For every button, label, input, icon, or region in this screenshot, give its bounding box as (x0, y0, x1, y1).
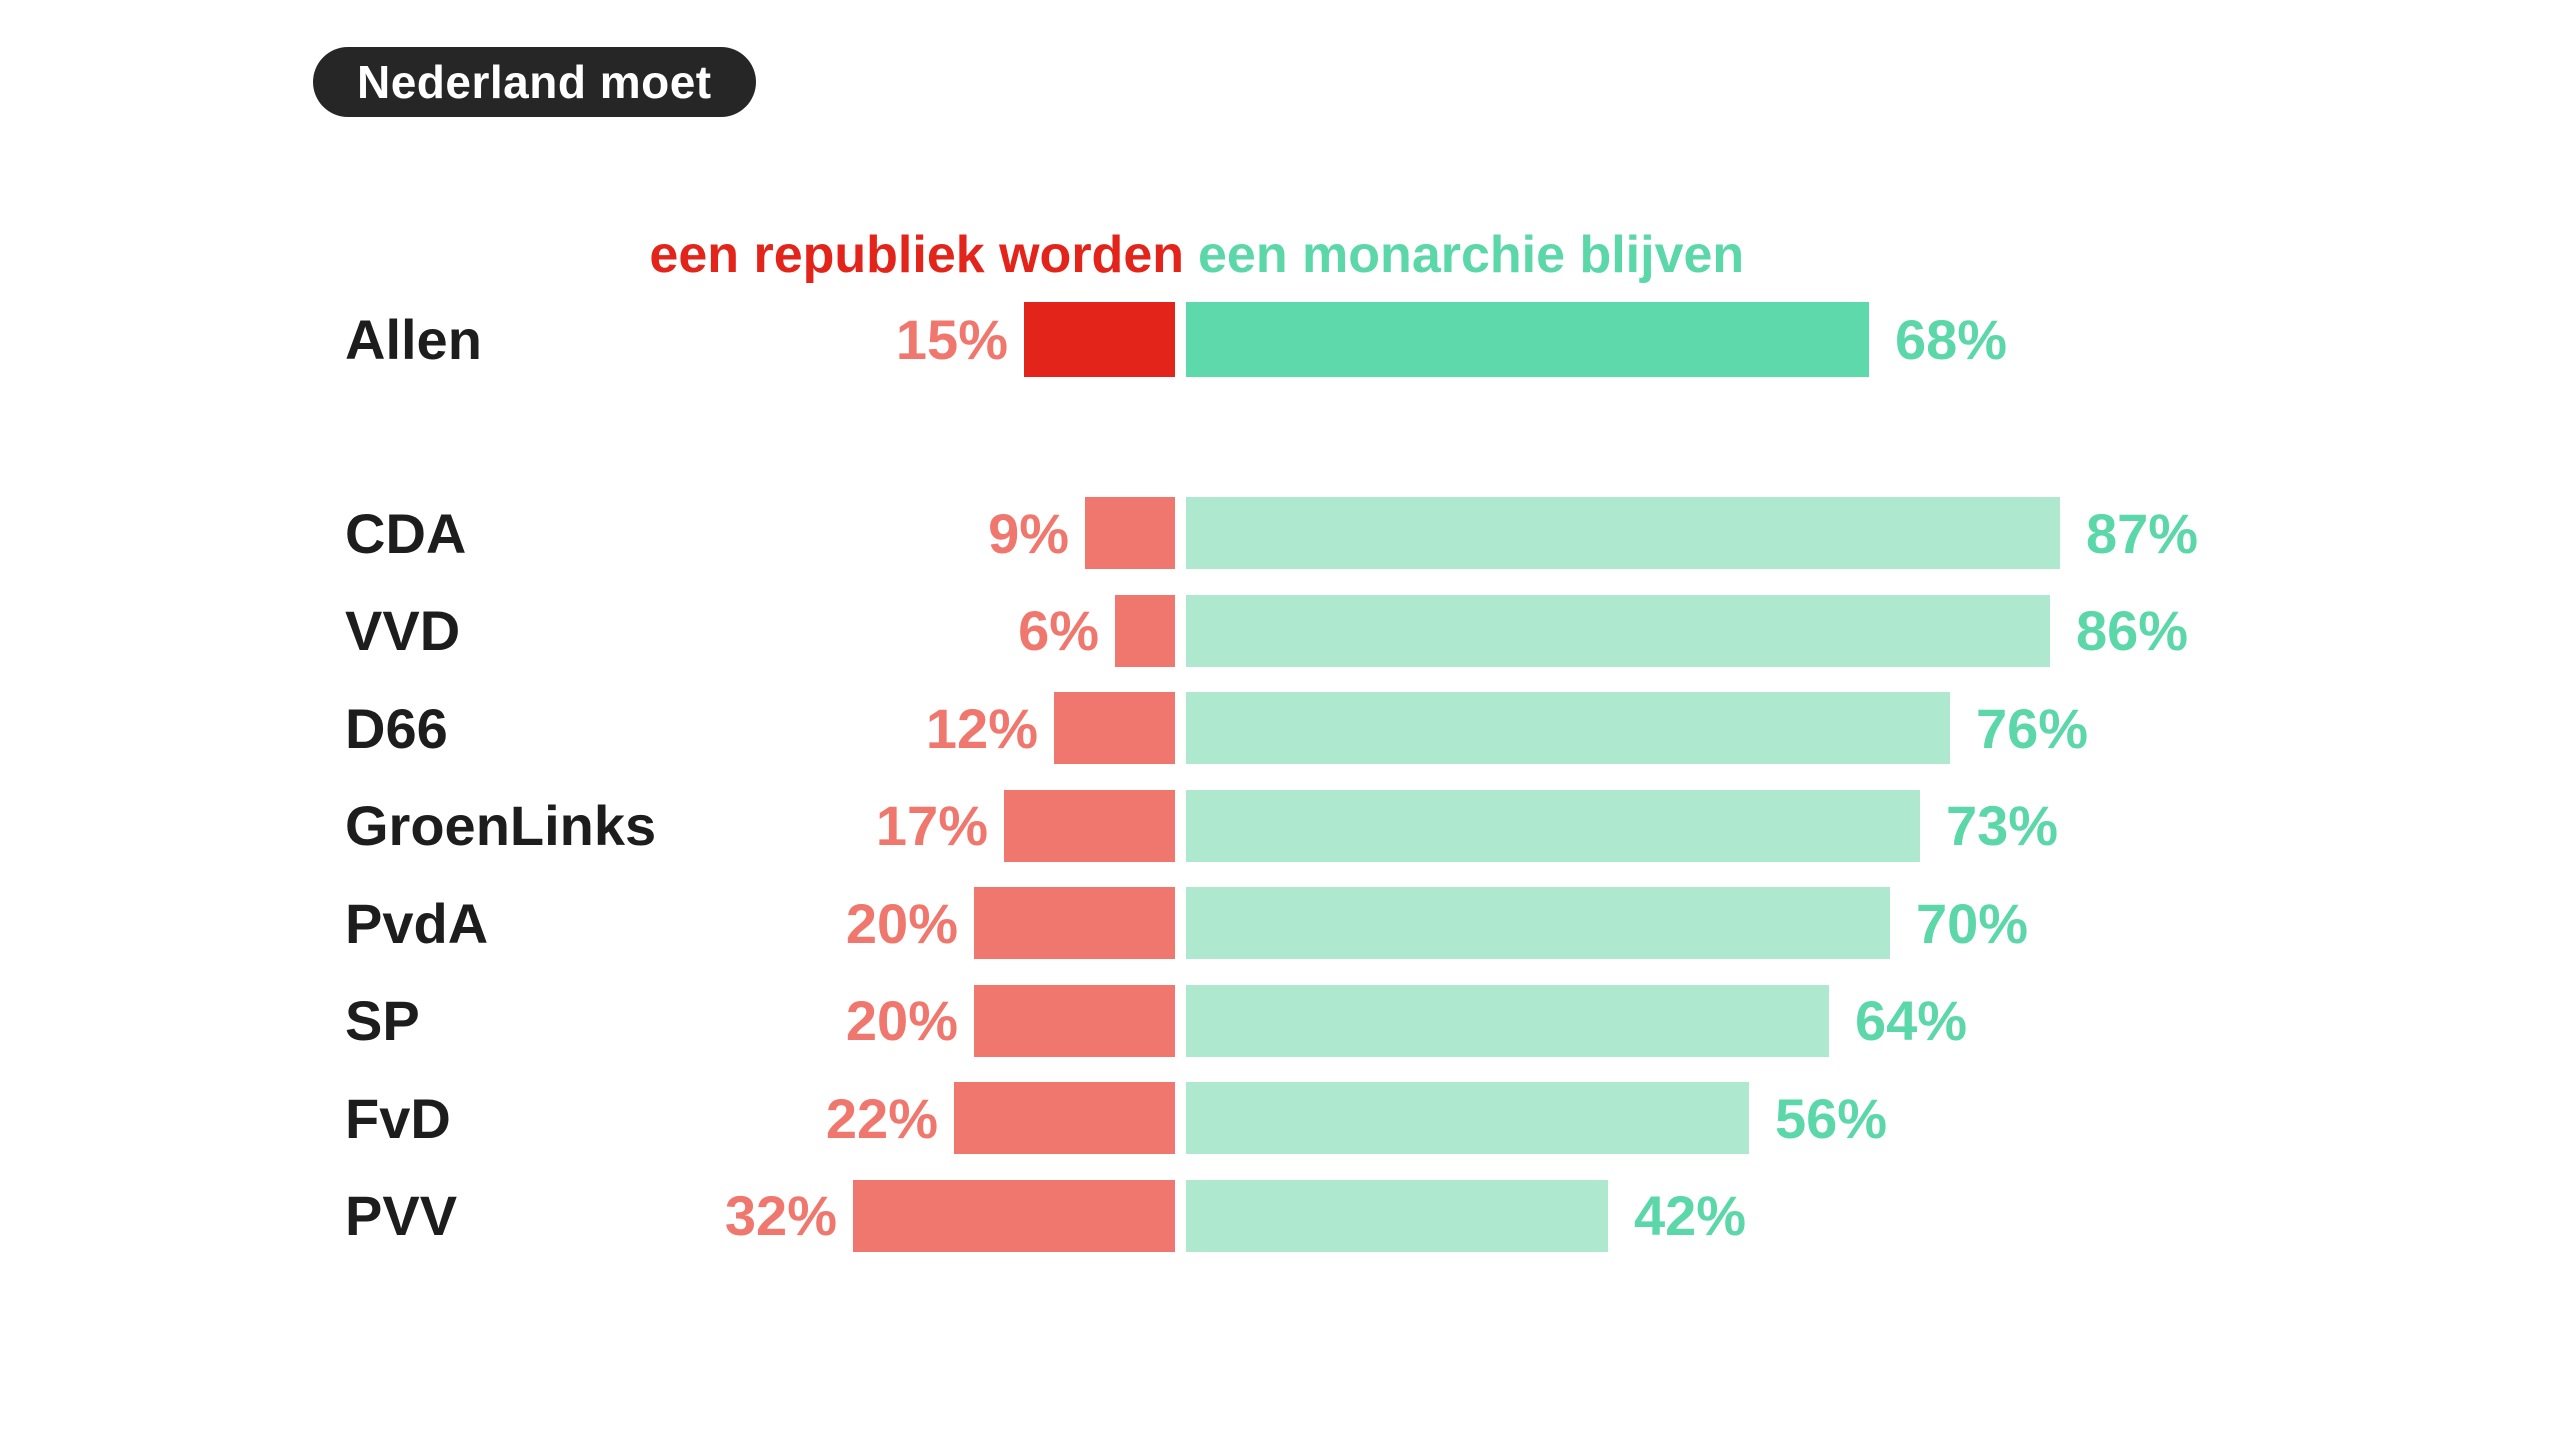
republic-value: 22% (825, 1086, 938, 1150)
republic-value: 32% (724, 1184, 837, 1247)
republic-bar (1115, 594, 1175, 667)
republic-value: 9% (988, 501, 1069, 565)
monarchy-value: 76% (1976, 696, 2089, 760)
monarchy-value: 70% (1916, 891, 2029, 955)
monarchy-value: 42% (1634, 1184, 1747, 1247)
monarchy-value: 68% (1895, 308, 2008, 371)
category-label: PVV (345, 1184, 458, 1247)
republic-value: 12% (925, 696, 1038, 760)
title-badge-label: Nederland moet (357, 56, 712, 108)
category-label: CDA (345, 501, 467, 565)
monarchy-bar (1186, 497, 2060, 569)
category-label: SP (345, 989, 420, 1052)
monarchy-bar (1186, 1179, 1608, 1252)
monarchy-value: 64% (1855, 989, 1968, 1052)
category-label: Allen (345, 308, 482, 371)
monarchy-bar (1186, 789, 1920, 862)
monarchy-bar (1186, 887, 1890, 959)
monarchy-bar (1186, 984, 1829, 1057)
monarchy-bar (1186, 692, 1950, 764)
republic-value: 20% (845, 891, 958, 955)
republic-bar (1085, 497, 1175, 569)
title-badge: Nederland moet (313, 47, 756, 117)
monarchy-bar (1186, 302, 1869, 377)
republic-bar (1004, 789, 1175, 862)
monarchy-bar (1186, 594, 2050, 667)
chart-legend: een republiek worden een monarchie blijv… (0, 224, 2560, 286)
republic-value: 15% (895, 308, 1008, 371)
republic-bar (853, 1179, 1175, 1252)
republic-bar (1054, 692, 1175, 764)
monarchy-value: 87% (2086, 501, 2199, 565)
republic-value: 20% (845, 989, 958, 1052)
legend-republic-label: een republiek worden (649, 226, 1184, 284)
republic-value: 6% (1018, 599, 1099, 662)
category-label: PvdA (345, 891, 489, 955)
republic-bar (1024, 302, 1175, 377)
legend-monarchy-label: een monarchie blijven (1198, 226, 1745, 284)
monarchy-bar (1186, 1082, 1749, 1154)
monarchy-value: 73% (1946, 794, 2059, 857)
category-label: D66 (345, 696, 448, 760)
republic-value: 17% (875, 794, 988, 857)
republic-bar (974, 984, 1175, 1057)
republic-bar (974, 887, 1175, 959)
category-label: VVD (345, 599, 461, 662)
monarchy-value: 86% (2076, 599, 2189, 662)
monarchy-value: 56% (1775, 1086, 1888, 1150)
category-label: FvD (345, 1086, 451, 1150)
category-label: GroenLinks (345, 794, 657, 857)
republic-bar (954, 1082, 1175, 1154)
